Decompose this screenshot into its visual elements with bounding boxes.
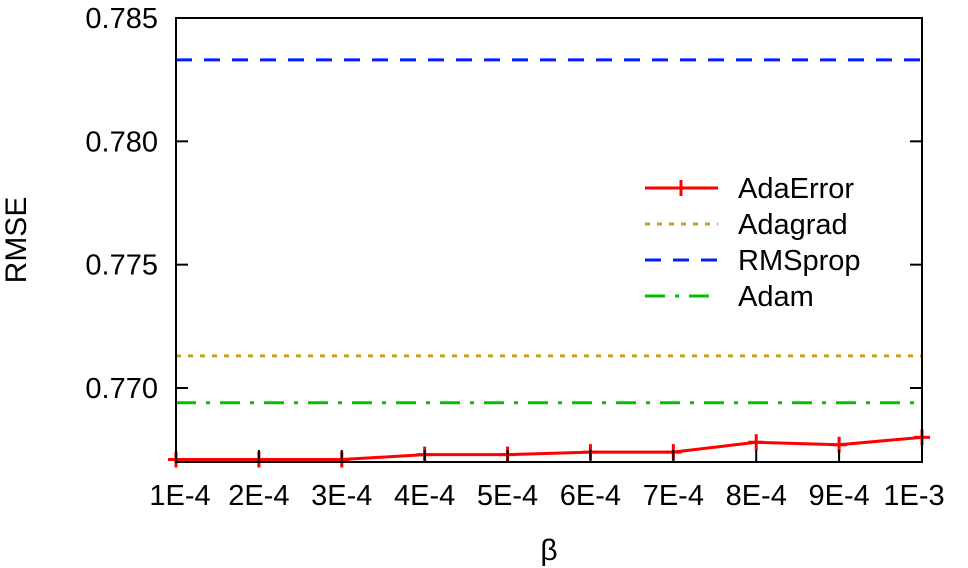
- legend: AdaError Adagrad RMSprop Adam: [645, 173, 861, 313]
- x-tick-label: 2E-4: [228, 480, 289, 512]
- x-tick-label: 5E-4: [477, 480, 538, 512]
- plot-frame: [175, 17, 923, 463]
- x-tick-label: 4E-4: [394, 480, 455, 512]
- adaerror-series-line: [176, 435, 923, 462]
- x-tick-label: 1E-3: [883, 480, 944, 512]
- y-tick-label: 0.780: [85, 126, 158, 158]
- legend-item-adagrad: Adagrad: [645, 209, 848, 241]
- x-axis-title: β: [540, 534, 557, 567]
- legend-label-adam: Adam: [738, 281, 814, 313]
- legend-item-adaerror: AdaError: [645, 173, 854, 205]
- x-tick-label: 1E-4: [149, 480, 210, 512]
- y-tick-label: 0.775: [85, 250, 158, 282]
- ticks-layer: [175, 17, 923, 462]
- x-tick-label: 8E-4: [726, 480, 787, 512]
- y-axis-title: RMSE: [0, 197, 33, 284]
- adaerror-point-marker: [748, 434, 765, 451]
- legend-label-adagrad: Adagrad: [738, 209, 848, 241]
- x-tick-label: 3E-4: [311, 480, 372, 512]
- legend-label-adaerror: AdaError: [738, 173, 854, 205]
- legend-item-rmsprop: RMSprop: [645, 245, 861, 277]
- x-tick-label: 7E-4: [643, 480, 704, 512]
- legend-item-adam: Adam: [645, 281, 814, 313]
- x-tick-label: 6E-4: [560, 480, 621, 512]
- y-tick-label: 0.770: [85, 373, 158, 405]
- labels-layer: 0.785 0.780 0.775 0.770 1E-4 2E-4 3E-4 4E-4 5E-4…: [85, 3, 944, 512]
- legend-label-rmsprop: RMSprop: [738, 245, 861, 277]
- x-tick-label: 9E-4: [808, 480, 869, 512]
- y-tick-label: 0.785: [85, 3, 158, 35]
